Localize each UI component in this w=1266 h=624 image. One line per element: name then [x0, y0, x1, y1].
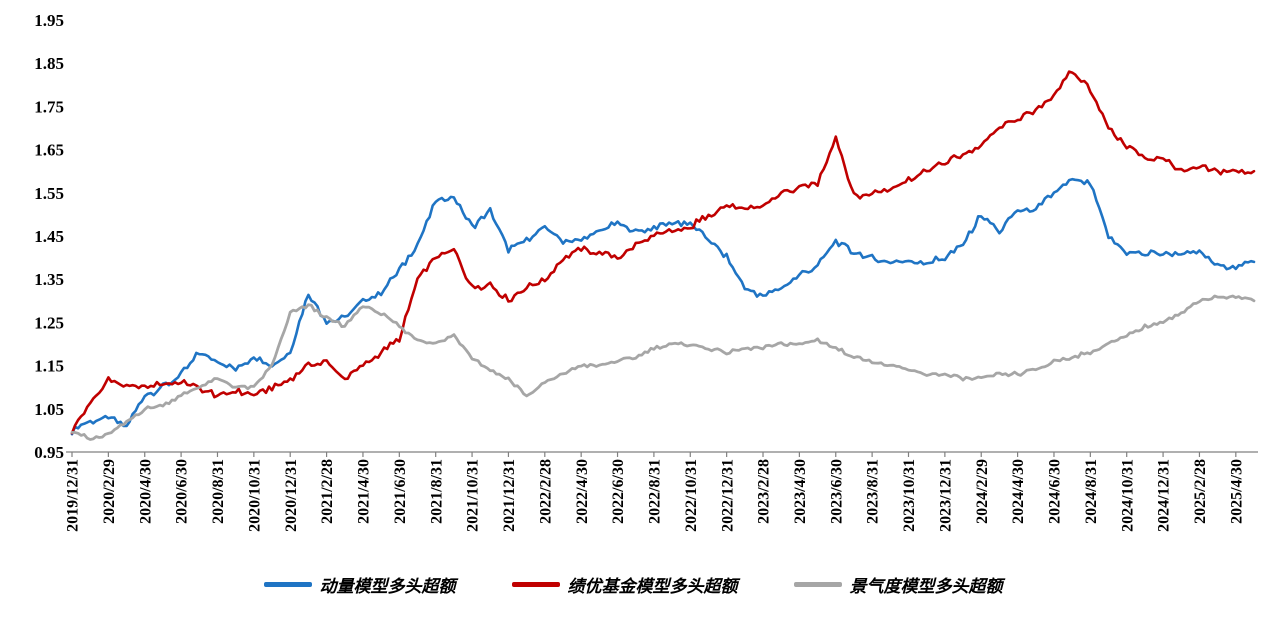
- y-axis-tick-label: 1.15: [34, 357, 64, 376]
- x-axis-tick-label: 2021/6/30: [392, 459, 409, 524]
- x-axis-tick-label: 2022/6/30: [610, 459, 627, 524]
- x-axis-tick-label: 2022/10/31: [683, 459, 700, 532]
- series-line-prosperity: [70, 294, 1256, 441]
- x-axis-tick-label: 2023/6/30: [828, 459, 845, 524]
- x-axis-tick-label: 2021/12/31: [501, 459, 518, 532]
- y-axis-tick-label: 0.95: [34, 443, 64, 462]
- x-axis-tick-label: 2024/12/31: [1156, 459, 1173, 532]
- y-axis-tick-label: 1.85: [34, 54, 64, 73]
- x-axis-tick-label: 2020/4/30: [137, 459, 154, 524]
- x-axis-tick-label: 2020/2/29: [101, 459, 118, 524]
- chart-legend: 动量模型多头超额 绩优基金模型多头超额 景气度模型多头超额: [0, 572, 1266, 597]
- x-axis-tick-label: 2022/4/30: [574, 459, 591, 524]
- legend-item-prosperity: 景气度模型多头超额: [793, 572, 1003, 597]
- legend-label-top-fund: 绩优基金模型多头超额: [567, 577, 738, 596]
- y-axis-tick-label: 1.45: [34, 227, 64, 246]
- x-axis-tick-label: 2022/2/28: [537, 459, 554, 524]
- y-axis-tick-label: 1.75: [34, 97, 64, 116]
- y-axis-tick-label: 1.95: [34, 11, 64, 30]
- chart-area: 0.95 1.05 1.15 1.25 1.35 1.45 1.55 1.65 1.75 1.85…: [34, 11, 1258, 532]
- y-axis-tick-label: 1.65: [34, 141, 64, 160]
- x-axis-tick-label: 2021/10/31: [465, 459, 482, 532]
- series-line-momentum: [70, 177, 1256, 436]
- line-chart: 0.95 1.05 1.15 1.25 1.35 1.45 1.55 1.65 1.75 1.85…: [34, 11, 1258, 532]
- x-axis-tick-label: 2024/10/31: [1119, 459, 1136, 532]
- x-axis-tick-label: 2025/4/30: [1228, 459, 1245, 524]
- x-axis-tick-label: 2022/8/31: [647, 459, 664, 524]
- x-axis-tick-label: 2024/2/29: [974, 459, 991, 524]
- x-axis-tick-label: 2021/4/30: [356, 459, 373, 524]
- legend-label-prosperity: 景气度模型多头超额: [849, 577, 1003, 596]
- x-axis-tick-label: 2023/10/31: [901, 459, 918, 532]
- x-axis-tick-label: 2023/4/30: [792, 459, 809, 524]
- x-axis-tick-label: 2020/10/31: [246, 459, 263, 532]
- x-axis-tick-label: 2025/2/28: [1192, 459, 1209, 524]
- y-axis-tick-label: 1.35: [34, 270, 64, 289]
- y-axis-tick-label: 1.25: [34, 313, 64, 332]
- x-axis-tick-label: 2021/2/28: [319, 459, 336, 524]
- x-axis-tick-label: 2024/6/30: [1047, 459, 1064, 524]
- legend-item-momentum: 动量模型多头超额: [263, 572, 456, 597]
- legend-item-top-fund: 绩优基金模型多头超额: [511, 572, 738, 597]
- x-axis-tick-label: 2024/4/30: [1010, 459, 1027, 524]
- legend-swatch-prosperity: [793, 582, 842, 587]
- legend-label-momentum: 动量模型多头超额: [319, 577, 456, 596]
- x-axis-tick-label: 2023/8/31: [865, 459, 882, 524]
- x-axis-tick-label: 2023/2/28: [756, 459, 773, 524]
- y-axis-tick-label: 1.05: [34, 400, 64, 419]
- x-axis-tick-label: 2022/12/31: [719, 459, 736, 532]
- x-axis-tick-label: 2020/8/31: [210, 459, 227, 524]
- x-axis-tick-label: 2020/6/30: [174, 459, 191, 524]
- legend-swatch-top-fund: [511, 582, 560, 587]
- x-axis-tick-label: 2021/8/31: [428, 459, 445, 524]
- x-axis-tick-label: 2019/12/31: [65, 459, 82, 532]
- x-axis-tick-label: 2020/12/31: [283, 459, 300, 532]
- x-axis-tick-label: 2023/12/31: [937, 459, 954, 532]
- legend-swatch-momentum: [263, 582, 312, 587]
- series-line-top-fund: [70, 70, 1256, 435]
- y-axis-tick-label: 1.55: [34, 184, 64, 203]
- x-axis-tick-label: 2024/8/31: [1083, 459, 1100, 524]
